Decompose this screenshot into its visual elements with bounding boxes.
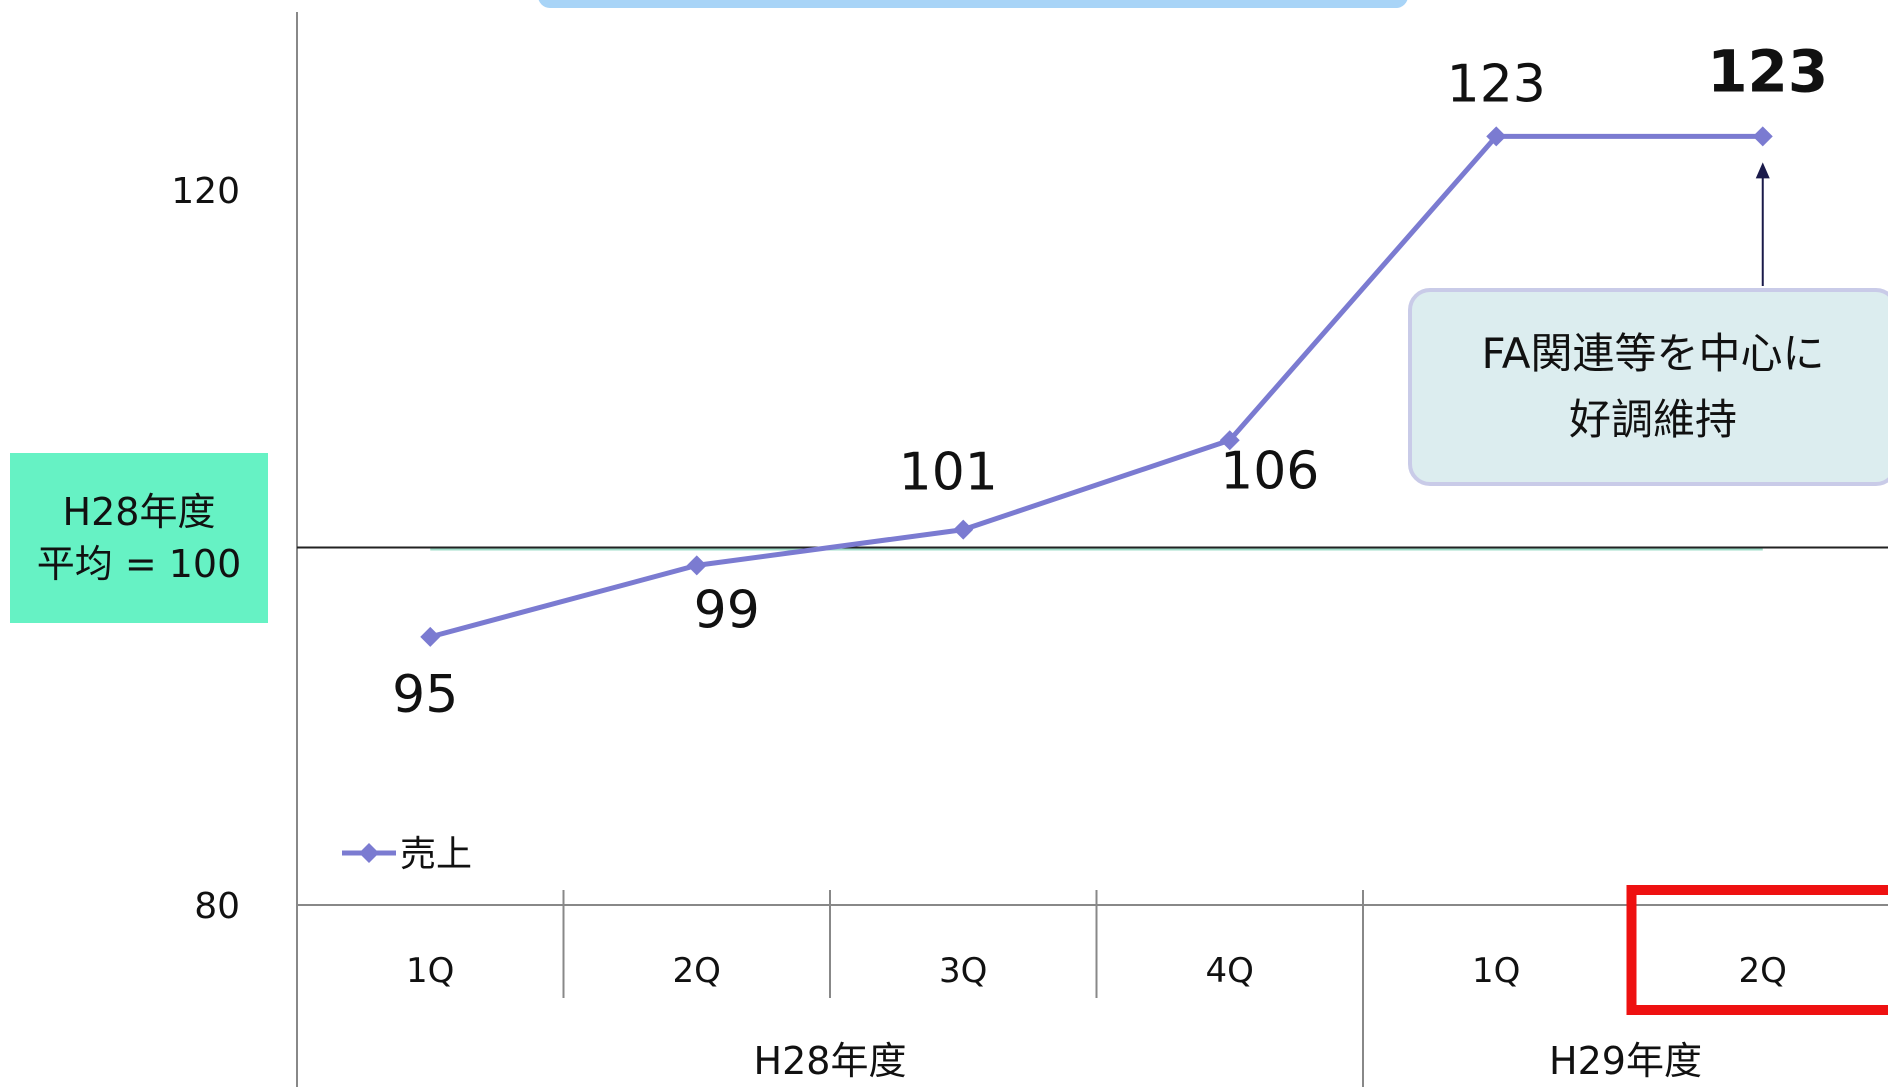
data-label: 101 — [899, 443, 998, 503]
data-point — [1219, 430, 1240, 451]
baseline-note-line2: 平均 = 100 — [36, 542, 242, 586]
x-category-label: 2Q — [673, 951, 721, 991]
top-banner — [538, 0, 1408, 8]
x-group-label: H29年度 — [1549, 1039, 1702, 1083]
callout-line2: 好調維持 — [1568, 395, 1737, 444]
data-point — [686, 555, 707, 576]
highlight-box — [1626, 885, 1888, 1015]
chart-axes — [296, 12, 1888, 1087]
data-point — [1486, 126, 1507, 147]
data-point — [1752, 126, 1773, 147]
legend-label: 売上 — [400, 834, 472, 875]
x-category-label: 4Q — [1206, 951, 1254, 991]
callout-line1: FA関連等を中心に — [1481, 329, 1825, 378]
series-line — [429, 133, 1763, 640]
data-label: 99 — [694, 580, 760, 640]
data-label: 95 — [392, 665, 458, 725]
x-category-label: 1Q — [1472, 951, 1520, 991]
data-label: 123 — [1447, 54, 1546, 114]
y-tick-label: 80 — [194, 886, 240, 927]
x-group-label: H28年度 — [754, 1039, 907, 1083]
y-tick-label: 120 — [171, 171, 240, 212]
data-point — [420, 626, 441, 647]
x-category-label: 2Q — [1739, 951, 1787, 991]
chart-labels: 120 80 1Q 2Q 3Q 4Q 1Q 2Q H28年度 H29年度 95 99 101 106 123… — [171, 37, 1828, 1083]
baseline-note-line1: H28年度 — [62, 490, 216, 534]
x-category-label: 1Q — [406, 951, 454, 991]
data-point — [953, 519, 974, 540]
callout-arrow-head — [1755, 162, 1770, 179]
baseline-note: H28年度 平均 = 100 — [10, 453, 268, 623]
x-category-label: 3Q — [939, 951, 987, 991]
chart-marks — [342, 126, 1888, 1015]
legend-marker — [359, 843, 379, 863]
data-label: 123 — [1707, 37, 1828, 105]
callout-note: FA関連等を中心に 好調維持 — [1408, 288, 1888, 486]
data-label: 106 — [1220, 441, 1319, 501]
